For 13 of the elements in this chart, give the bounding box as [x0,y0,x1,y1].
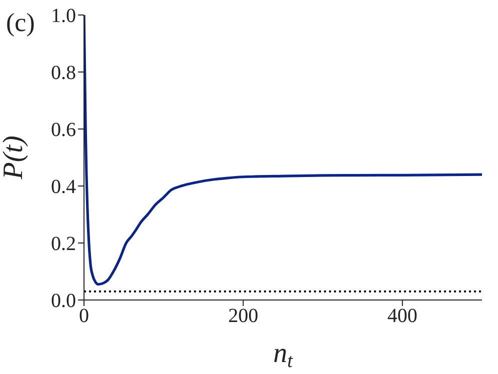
text: (c) [6,8,35,38]
x-tick-label: 200 [228,305,258,328]
y-tick-label: 0.2 [51,233,76,256]
x-tick-label: 0 [79,305,89,328]
y-tick-label: 1.0 [51,5,76,28]
y-tick-label: 0.4 [51,176,76,198]
y-tick-label: 0.0 [51,290,76,312]
y-axis-title: P(t) [0,136,29,180]
x-tick-label: 400 [387,305,418,328]
y-tick-label: 0.8 [51,62,76,84]
y-tick-label: 0.6 [51,119,76,142]
x-axis-title: n$_{t}$ [273,338,294,372]
line-series [84,15,482,286]
